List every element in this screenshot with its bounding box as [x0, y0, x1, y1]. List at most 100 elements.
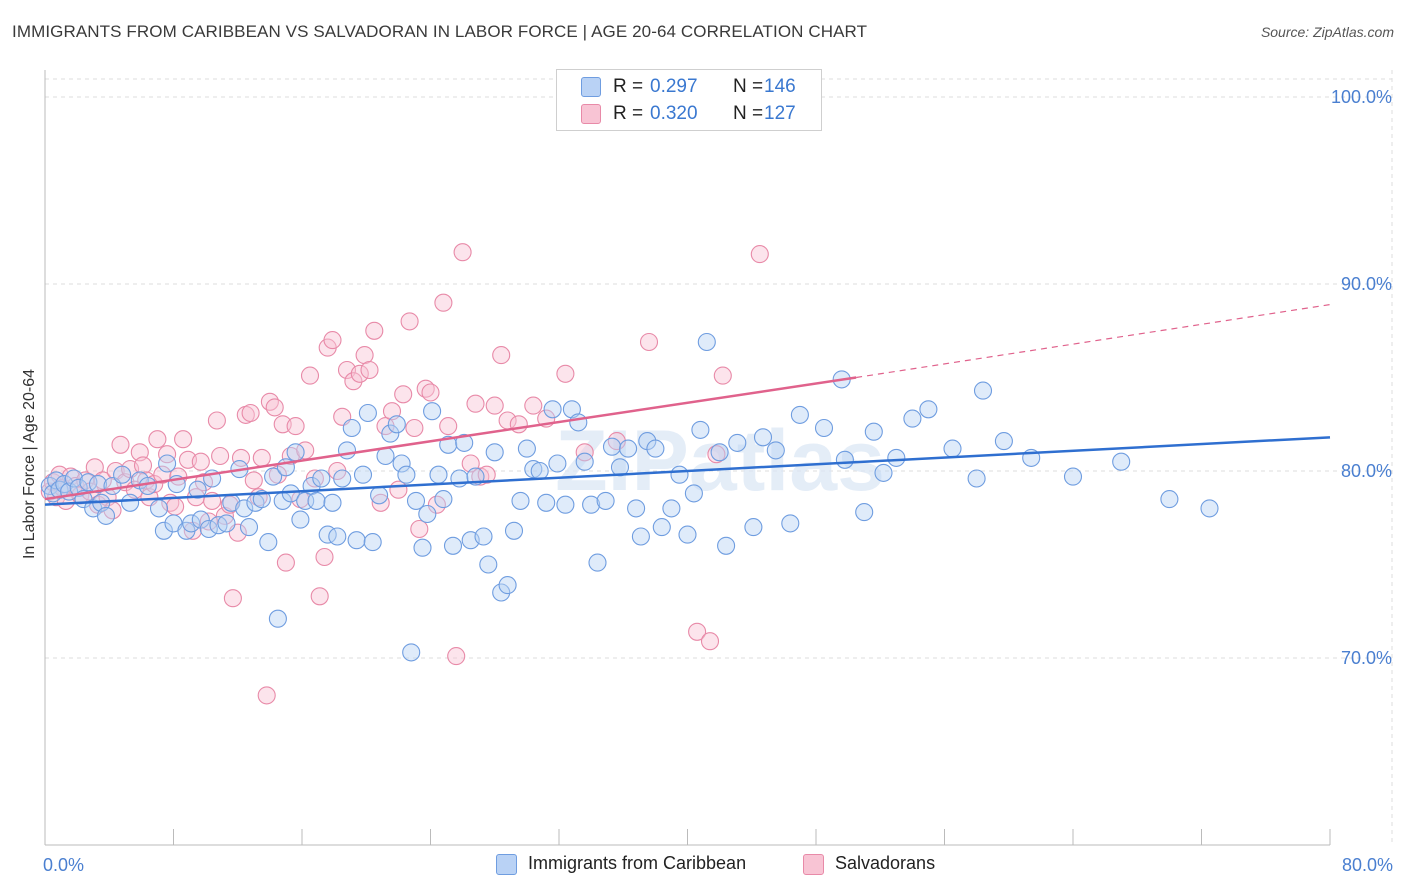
caribbean-point [259, 533, 278, 552]
caribbean-point [1063, 467, 1083, 486]
caribbean-point [596, 491, 615, 510]
salvadoran-point [231, 448, 251, 467]
caribbean-point [217, 514, 236, 533]
salvadoran-point [315, 547, 334, 567]
n-label: N = [733, 103, 764, 124]
caribbean-point [406, 491, 426, 510]
caribbean-point [684, 484, 703, 503]
salvadoran-point [344, 372, 363, 391]
x-tick-label: 80.0% [1342, 855, 1393, 875]
caribbean-point [291, 510, 310, 529]
stats-legend: R = 0.297 N = 146 R = 0.320 N = 127 [556, 69, 822, 131]
caribbean-point [543, 400, 562, 419]
caribbean-point [235, 499, 254, 518]
caribbean-point [874, 463, 893, 482]
caribbean-point [149, 499, 169, 518]
caribbean-point [492, 583, 511, 602]
x-tick-label: 0.0% [43, 855, 84, 875]
salvadoran-point [133, 456, 153, 475]
salvadoran-point [174, 430, 193, 449]
y-tick-label: 100.0% [1331, 87, 1392, 107]
caribbean-point [855, 503, 874, 522]
caribbean-point [252, 490, 271, 509]
salvadoran-point [400, 312, 419, 331]
caribbean-point [363, 533, 382, 552]
caribbean-point [96, 506, 116, 525]
caribbean-point [418, 504, 437, 524]
caribbean-point [337, 441, 357, 460]
caribbean-point [602, 437, 622, 456]
caribbean-point [744, 518, 763, 537]
caribbean-point [307, 491, 326, 510]
source-credit: Source: ZipAtlas.com [1260, 24, 1394, 40]
salvadoran-trend-line [44, 376, 857, 501]
caribbean-point [158, 454, 177, 473]
caribbean-point [69, 478, 88, 497]
salvadoran-point [639, 332, 659, 352]
salvadoran-point [252, 448, 271, 467]
salvadorans-legend-swatch [803, 854, 824, 875]
caribbean-point [1200, 499, 1219, 518]
caribbean-point [358, 403, 377, 423]
caribbean-point [517, 439, 536, 458]
caribbean-point [434, 490, 453, 509]
salvadoran-trend-extension [856, 303, 1331, 379]
caribbean-point [610, 458, 630, 477]
n-value: 146 [764, 76, 796, 97]
caribbean-point [64, 469, 83, 488]
caribbean-point [333, 469, 352, 488]
caribbean-point [717, 536, 736, 555]
salvadoran-point [707, 445, 726, 464]
salvadoran-point [410, 519, 429, 539]
salvadoran-point [244, 471, 263, 490]
caribbean-legend-swatch [496, 854, 517, 875]
caribbean-point [562, 400, 581, 419]
caribbean-point [264, 467, 283, 486]
r-label: R = [613, 103, 644, 124]
salvadoran-point [260, 392, 279, 411]
chart-title: IMMIGRANTS FROM CARIBBEAN VS SALVADORAN … [12, 22, 868, 41]
salvadoran-point [575, 443, 594, 462]
caribbean-point [1160, 490, 1179, 509]
caribbean-point [439, 435, 458, 454]
salvadoran-point [421, 383, 440, 402]
salvadoran-point [223, 589, 242, 608]
salvadoran-point [394, 385, 413, 404]
caribbean-point [286, 443, 305, 462]
caribbean-points [40, 332, 1219, 662]
salvadoran-point [439, 417, 458, 436]
caribbean-point [353, 465, 373, 484]
caribbean-point [919, 400, 938, 419]
caribbean-point [646, 439, 665, 458]
caribbean-point [397, 465, 416, 484]
tick-labels: 70.0% 80.0% 90.0% 100.0% 0.0% 80.0% [43, 87, 1393, 875]
caribbean-point [402, 643, 421, 662]
caribbean-point [652, 518, 671, 537]
caribbean-point [569, 413, 588, 432]
n-value: 127 [764, 103, 796, 124]
salvadoran-point [365, 321, 384, 340]
caribbean-legend-label: Immigrants from Caribbean [528, 853, 747, 873]
caribbean-trend-line [44, 436, 1331, 506]
salvadoran-point [286, 417, 305, 436]
caribbean-point [710, 443, 729, 462]
salvadoran-point [453, 243, 472, 262]
caribbean-point [994, 432, 1013, 451]
caribbean-point [188, 480, 207, 499]
y-tick-label: 70.0% [1341, 648, 1392, 668]
salvadoran-point [158, 445, 177, 464]
salvadoran-point [485, 396, 504, 415]
salvadoran-point [111, 435, 130, 454]
salvadoran-point [750, 245, 769, 264]
caribbean-point [323, 493, 342, 512]
r-value: 0.320 [650, 103, 698, 124]
caribbean-point [423, 402, 442, 421]
caribbean-point [347, 531, 366, 550]
caribbean-point [537, 493, 556, 512]
salvadoran-point [492, 346, 511, 365]
salvadoran-point [207, 411, 226, 430]
caribbean-point [479, 555, 498, 574]
caribbean-point [662, 499, 681, 518]
salvadoran-point [447, 647, 466, 666]
salvadoran-point [323, 331, 342, 350]
